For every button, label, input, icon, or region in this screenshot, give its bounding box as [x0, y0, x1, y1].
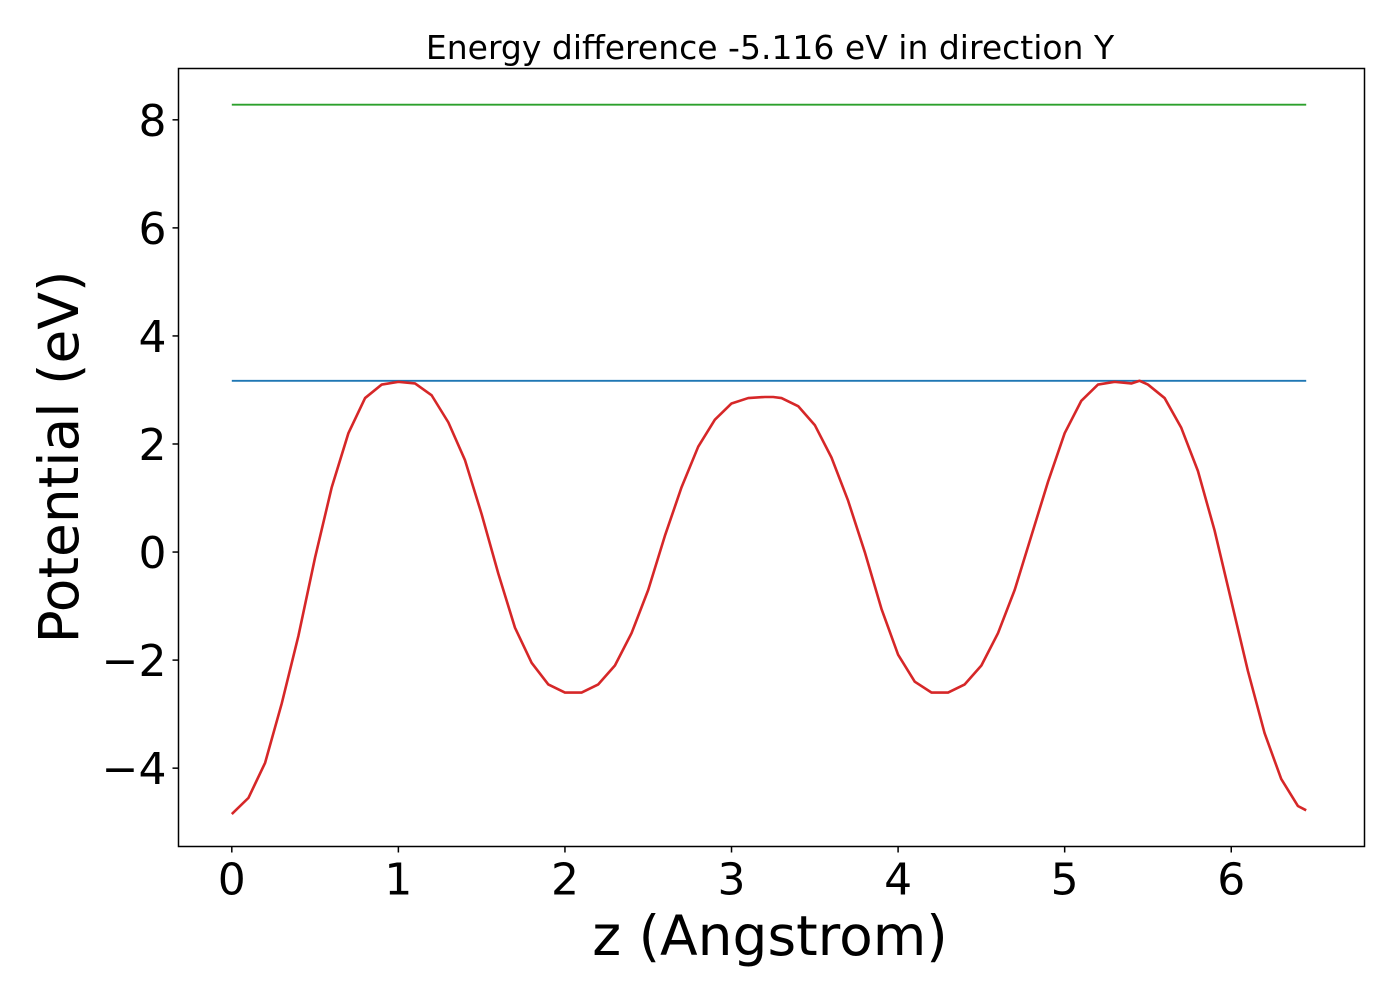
x-tick-label: 4 [884, 855, 912, 906]
y-tick-label: 2 [139, 420, 167, 471]
y-tick-label: −2 [102, 636, 167, 687]
y-tick-label: 8 [139, 96, 167, 147]
chart-title: Energy difference -5.116 eV in direction… [426, 28, 1115, 67]
y-tick-label: 0 [139, 528, 167, 579]
x-tick-label: 6 [1217, 855, 1245, 906]
x-tick-label: 2 [551, 855, 579, 906]
plot-area [230, 103, 1307, 816]
x-tick-label: 1 [384, 855, 412, 906]
x-tick-label: 0 [218, 855, 246, 906]
x-axis: 0 1 2 3 4 5 6 [218, 846, 1245, 906]
y-axis-title: Potential (eV) [27, 271, 91, 644]
series-line-2 [230, 379, 1307, 816]
y-tick-label: −4 [102, 744, 167, 795]
x-tick-label: 5 [1051, 855, 1079, 906]
y-tick-label: 6 [139, 204, 167, 255]
y-axis: −4 −2 0 2 4 6 8 [102, 96, 179, 795]
x-tick-label: 3 [718, 855, 746, 906]
x-axis-title: z (Angstrom) [592, 904, 948, 968]
y-tick-label: 4 [139, 312, 167, 363]
plot-frame [177, 67, 1366, 848]
